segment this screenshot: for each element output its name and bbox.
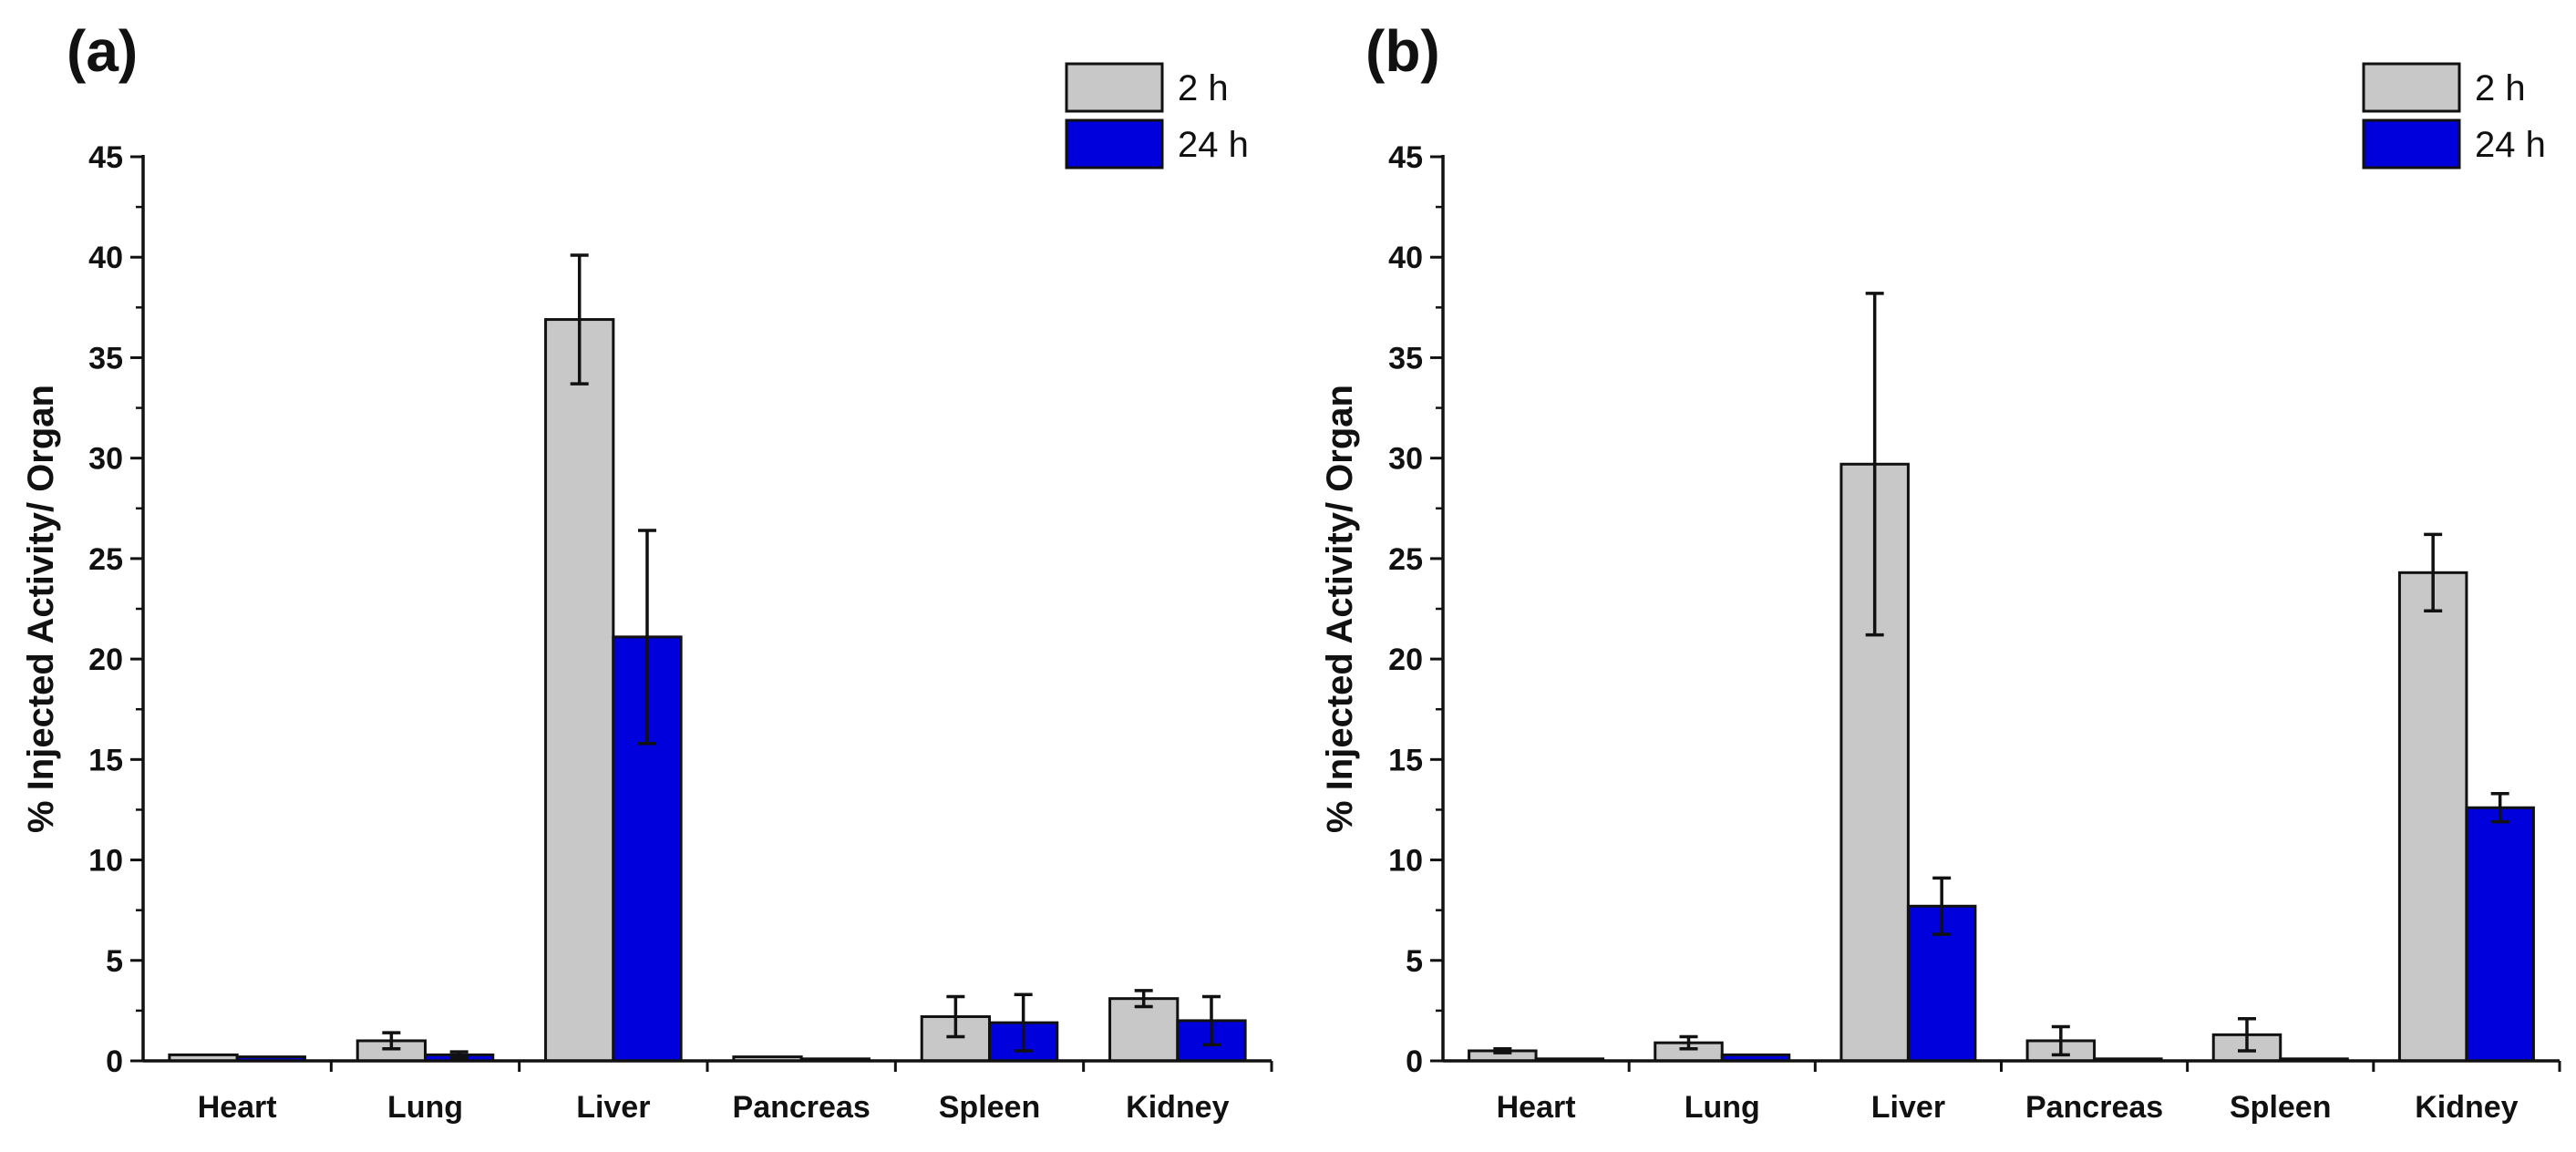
- legend-swatch-b-24h: [2362, 118, 2461, 170]
- x-tick-label-a-kidney: Kidney: [1126, 1090, 1229, 1125]
- x-tick-label-b-lung: Lung: [1685, 1090, 1760, 1125]
- y-tick-label-b-20: 20: [1388, 643, 1423, 677]
- y-tick-label-a-35: 35: [88, 341, 123, 375]
- y-tick-label-a-20: 20: [88, 643, 123, 677]
- y-tick-label-a-30: 30: [88, 442, 123, 477]
- x-tick-label-a-liver: Liver: [576, 1090, 650, 1125]
- x-tick-label-b-kidney: Kidney: [2415, 1090, 2518, 1125]
- y-tick-label-b-25: 25: [1388, 542, 1423, 577]
- x-tick-label-b-liver: Liver: [1871, 1090, 1945, 1125]
- y-tick-label-b-15: 15: [1388, 743, 1423, 777]
- y-tick-label-b-0: 0: [1406, 1044, 1423, 1079]
- y-axis-label-a: % Injected Activity/ Organ: [21, 385, 61, 833]
- y-axis-label-b: % Injected Activity/ Organ: [1320, 385, 1360, 833]
- x-tick-label-a-spleen: Spleen: [939, 1090, 1040, 1125]
- x-tick-label-b-spleen: Spleen: [2230, 1090, 2331, 1125]
- y-tick-label-b-45: 45: [1388, 140, 1423, 175]
- y-tick-label-a-10: 10: [88, 844, 123, 879]
- y-tick-label-b-10: 10: [1388, 844, 1423, 879]
- chart-panel-a: (a) % Injected Activity/ Organ 0 5 10 15 20 25 3…: [21, 18, 1273, 1125]
- legend-label-b-24h: 24 h: [2475, 125, 2546, 165]
- bar-a-liver-2h: [544, 318, 615, 1063]
- legend-swatch-a-2h: [1065, 62, 1164, 113]
- y-tick-label-a-0: 0: [106, 1044, 123, 1079]
- chart-b-svg: (b) % Injected Activity/ Organ 0 5 10 15 20 25 3…: [1320, 18, 2561, 1125]
- panel-label-a: (a): [67, 18, 138, 84]
- bar-b-kidney-24h: [2465, 806, 2535, 1063]
- legend-swatch-b-2h: [2362, 62, 2461, 113]
- y-tick-label-b-30: 30: [1388, 442, 1423, 477]
- x-tick-label-a-heart: Heart: [198, 1090, 277, 1125]
- bar-b-kidney-2h: [2397, 571, 2468, 1063]
- y-tick-label-b-40: 40: [1388, 241, 1423, 275]
- chart-a-svg: (a) % Injected Activity/ Organ 0 5 10 15 20 25 3…: [21, 18, 1273, 1125]
- y-tick-label-a-25: 25: [88, 542, 123, 577]
- legend-label-a-2h: 2 h: [1178, 68, 1229, 108]
- x-tick-label-a-pancreas: Pancreas: [733, 1090, 871, 1125]
- legend-swatch-a-24h: [1065, 118, 1164, 170]
- x-tick-label-b-pancreas: Pancreas: [2025, 1090, 2163, 1125]
- x-tick-label-b-heart: Heart: [1497, 1090, 1576, 1125]
- y-tick-label-a-5: 5: [106, 944, 123, 979]
- x-tick-label-a-lung: Lung: [387, 1090, 463, 1125]
- legend-label-b-2h: 2 h: [2475, 68, 2526, 108]
- y-tick-label-b-5: 5: [1406, 944, 1423, 979]
- chart-panel-b: (b) % Injected Activity/ Organ 0 5 10 15 20 25 3…: [1288, 0, 2576, 1152]
- panel-label-b: (b): [1365, 18, 1440, 84]
- y-tick-label-a-40: 40: [88, 241, 123, 275]
- legend-label-a-24h: 24 h: [1178, 125, 1249, 165]
- y-tick-label-b-35: 35: [1388, 341, 1423, 375]
- y-tick-label-a-45: 45: [88, 140, 123, 175]
- y-tick-label-a-15: 15: [88, 743, 123, 777]
